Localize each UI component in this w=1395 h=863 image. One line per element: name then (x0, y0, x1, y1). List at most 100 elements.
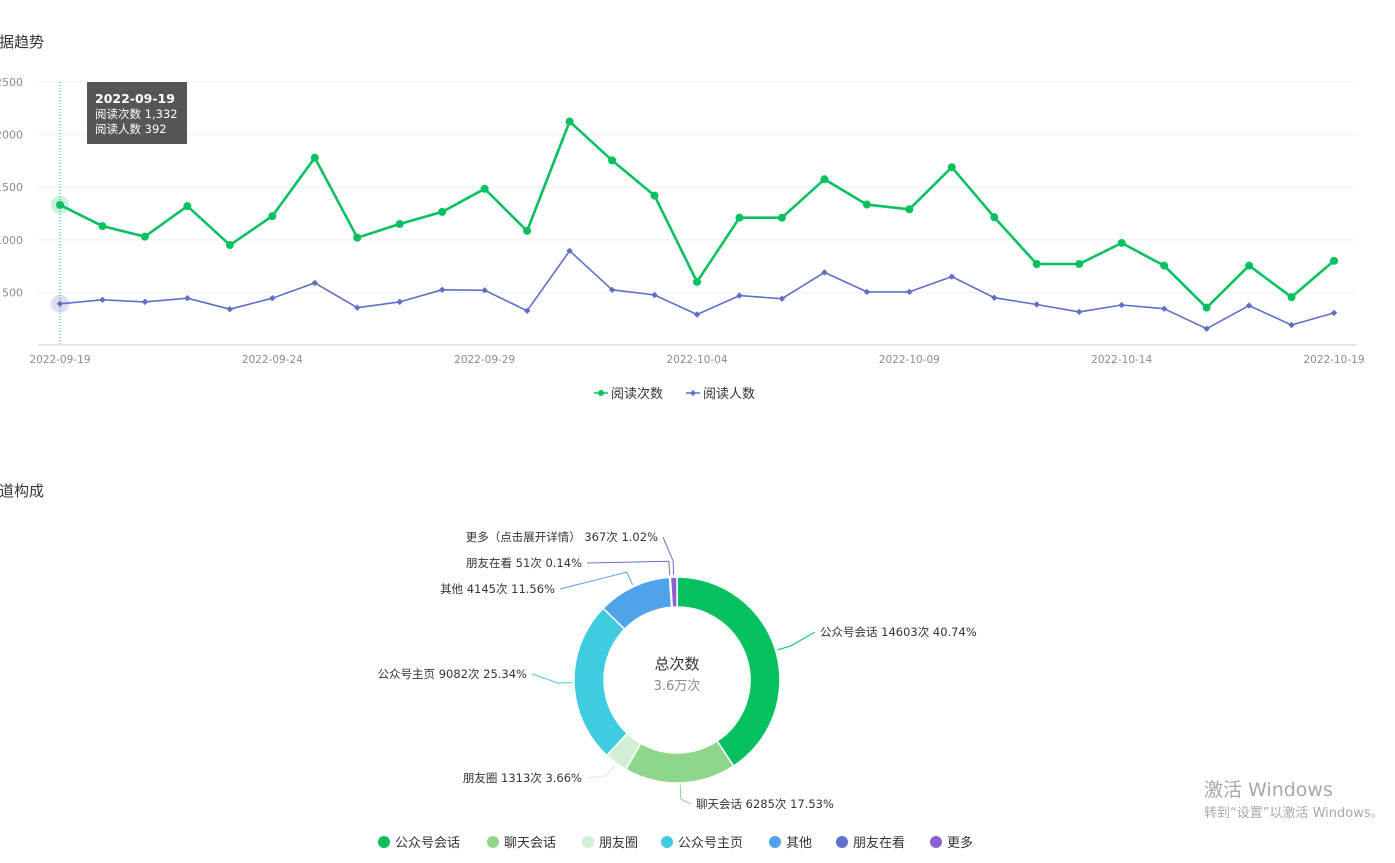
data-point[interactable] (608, 286, 616, 293)
activation-watermark-title: 激活 Windows (1204, 779, 1333, 801)
data-point[interactable] (1033, 301, 1040, 308)
data-point[interactable] (438, 207, 447, 216)
trend-line-chart[interactable]: 500 1000 1500 2000 2500 2022-09-19 2022-09-24… (0, 0, 1395, 420)
chart-legend[interactable]: 阅读次数 阅读人数 (594, 386, 755, 402)
data-point[interactable] (1288, 321, 1295, 329)
data-point[interactable] (310, 153, 319, 162)
donut-legend-item-公众号主页[interactable]: 公众号主页 (661, 836, 743, 851)
donut-label-朋友圈: 朋友圈 1313次 3.66% (463, 771, 582, 785)
data-point[interactable] (140, 232, 149, 241)
channel-section-title: 渠道构成 (0, 482, 45, 500)
donut-legend[interactable]: 公众号会话 聊天会话 朋友圈 公众号主页 其他 朋友在看 更多 (378, 835, 973, 851)
data-point[interactable] (693, 277, 701, 286)
data-point[interactable] (1160, 305, 1168, 312)
data-point[interactable] (863, 288, 871, 296)
data-point[interactable] (269, 294, 276, 302)
data-point[interactable] (225, 241, 234, 250)
legend-label: 朋友在看 (853, 835, 905, 851)
data-point[interactable] (141, 298, 149, 306)
data-point[interactable] (1075, 259, 1084, 268)
data-point[interactable] (651, 291, 658, 299)
data-point[interactable] (566, 247, 573, 255)
data-point[interactable] (735, 213, 744, 222)
data-point[interactable] (184, 294, 191, 302)
data-point[interactable] (1117, 238, 1126, 247)
series-阅读次数[interactable] (51, 117, 1338, 312)
data-point[interactable] (991, 294, 998, 301)
data-point[interactable] (439, 286, 446, 293)
data-point[interactable] (523, 226, 532, 235)
data-point[interactable] (354, 304, 361, 311)
data-point[interactable] (99, 296, 106, 303)
data-point[interactable] (905, 205, 914, 214)
data-point[interactable] (820, 175, 829, 184)
data-point[interactable] (480, 184, 489, 193)
label-leader-line (586, 764, 616, 779)
data-point[interactable] (1032, 259, 1041, 268)
series-阅读人数[interactable] (51, 247, 1338, 332)
donut-legend-item-朋友圈[interactable]: 朋友圈 (582, 835, 638, 851)
legend-label: 更多 (947, 835, 973, 851)
data-point[interactable] (736, 292, 743, 299)
data-point[interactable] (990, 213, 999, 222)
donut-label-更多: 更多（点击展开详情） 367次 1.02% (466, 530, 658, 544)
donut-slice-公众号会话[interactable] (676, 576, 781, 768)
donut-slices[interactable] (573, 576, 781, 784)
data-point[interactable] (98, 222, 107, 231)
data-point[interactable] (183, 202, 192, 211)
data-point[interactable] (821, 269, 828, 276)
data-point[interactable] (481, 287, 488, 294)
legend-item-阅读次数[interactable]: 阅读次数 (594, 386, 663, 402)
data-point[interactable] (1118, 301, 1125, 309)
donut-slice-公众号主页[interactable] (573, 607, 629, 757)
donut-slice-聊天会话[interactable] (624, 739, 735, 784)
chart-series[interactable] (51, 117, 1338, 332)
y-tick-label-2000: 2000 (0, 129, 23, 142)
data-point[interactable] (777, 213, 786, 222)
data-point[interactable] (311, 279, 318, 287)
data-point[interactable] (56, 200, 64, 209)
data-point[interactable] (226, 306, 234, 313)
data-point[interactable] (395, 220, 404, 229)
data-point[interactable] (268, 212, 277, 221)
data-point[interactable] (650, 191, 659, 200)
legend-item-阅读人数[interactable]: 阅读人数 (686, 387, 755, 402)
donut-legend-item-聊天会话[interactable]: 聊天会话 (487, 836, 556, 851)
data-point[interactable] (1203, 325, 1210, 332)
data-point[interactable] (523, 307, 531, 315)
legend-dot (836, 836, 848, 848)
legend-dot (930, 836, 942, 848)
data-point[interactable] (608, 156, 617, 165)
donut-legend-item-更多[interactable]: 更多 (930, 835, 973, 851)
donut-legend-item-公众号会话[interactable]: 公众号会话 (378, 836, 460, 851)
data-point[interactable] (906, 288, 913, 296)
data-point[interactable] (56, 300, 64, 307)
x-tick-label: 2022-10-19 (1303, 354, 1364, 366)
data-point[interactable] (1245, 302, 1253, 309)
data-point[interactable] (1076, 308, 1083, 316)
legend-label: 公众号会话 (395, 836, 460, 851)
data-point[interactable] (396, 298, 403, 306)
data-point[interactable] (948, 273, 955, 280)
data-point[interactable] (693, 311, 701, 318)
y-axis-ticks: 500 1000 1500 2000 2500 (0, 76, 23, 299)
data-point[interactable] (565, 117, 574, 126)
data-point[interactable] (1287, 293, 1296, 302)
legend-dot (582, 836, 594, 848)
data-point[interactable] (947, 163, 956, 172)
data-point[interactable] (353, 233, 362, 242)
data-point[interactable] (778, 295, 786, 302)
data-point[interactable] (1330, 256, 1338, 265)
y-tick-label-1500: 1500 (0, 181, 23, 194)
data-point[interactable] (1245, 261, 1254, 270)
donut-label-其他: 其他 4145次 11.56% (440, 582, 555, 596)
channel-donut-chart[interactable]: 公众号会话 14603次 40.74% 聊天会话 6285次 17.53% 朋友圈 … (0, 443, 1395, 863)
data-point[interactable] (862, 200, 871, 209)
donut-legend-item-其他[interactable]: 其他 (769, 836, 812, 851)
data-point[interactable] (1160, 261, 1169, 270)
donut-legend-item-朋友在看[interactable]: 朋友在看 (836, 835, 905, 851)
data-point[interactable] (1202, 303, 1211, 312)
x-tick-label: 2022-09-19 (29, 354, 90, 366)
donut-slice-更多[interactable] (669, 576, 678, 608)
data-point[interactable] (1330, 309, 1338, 317)
